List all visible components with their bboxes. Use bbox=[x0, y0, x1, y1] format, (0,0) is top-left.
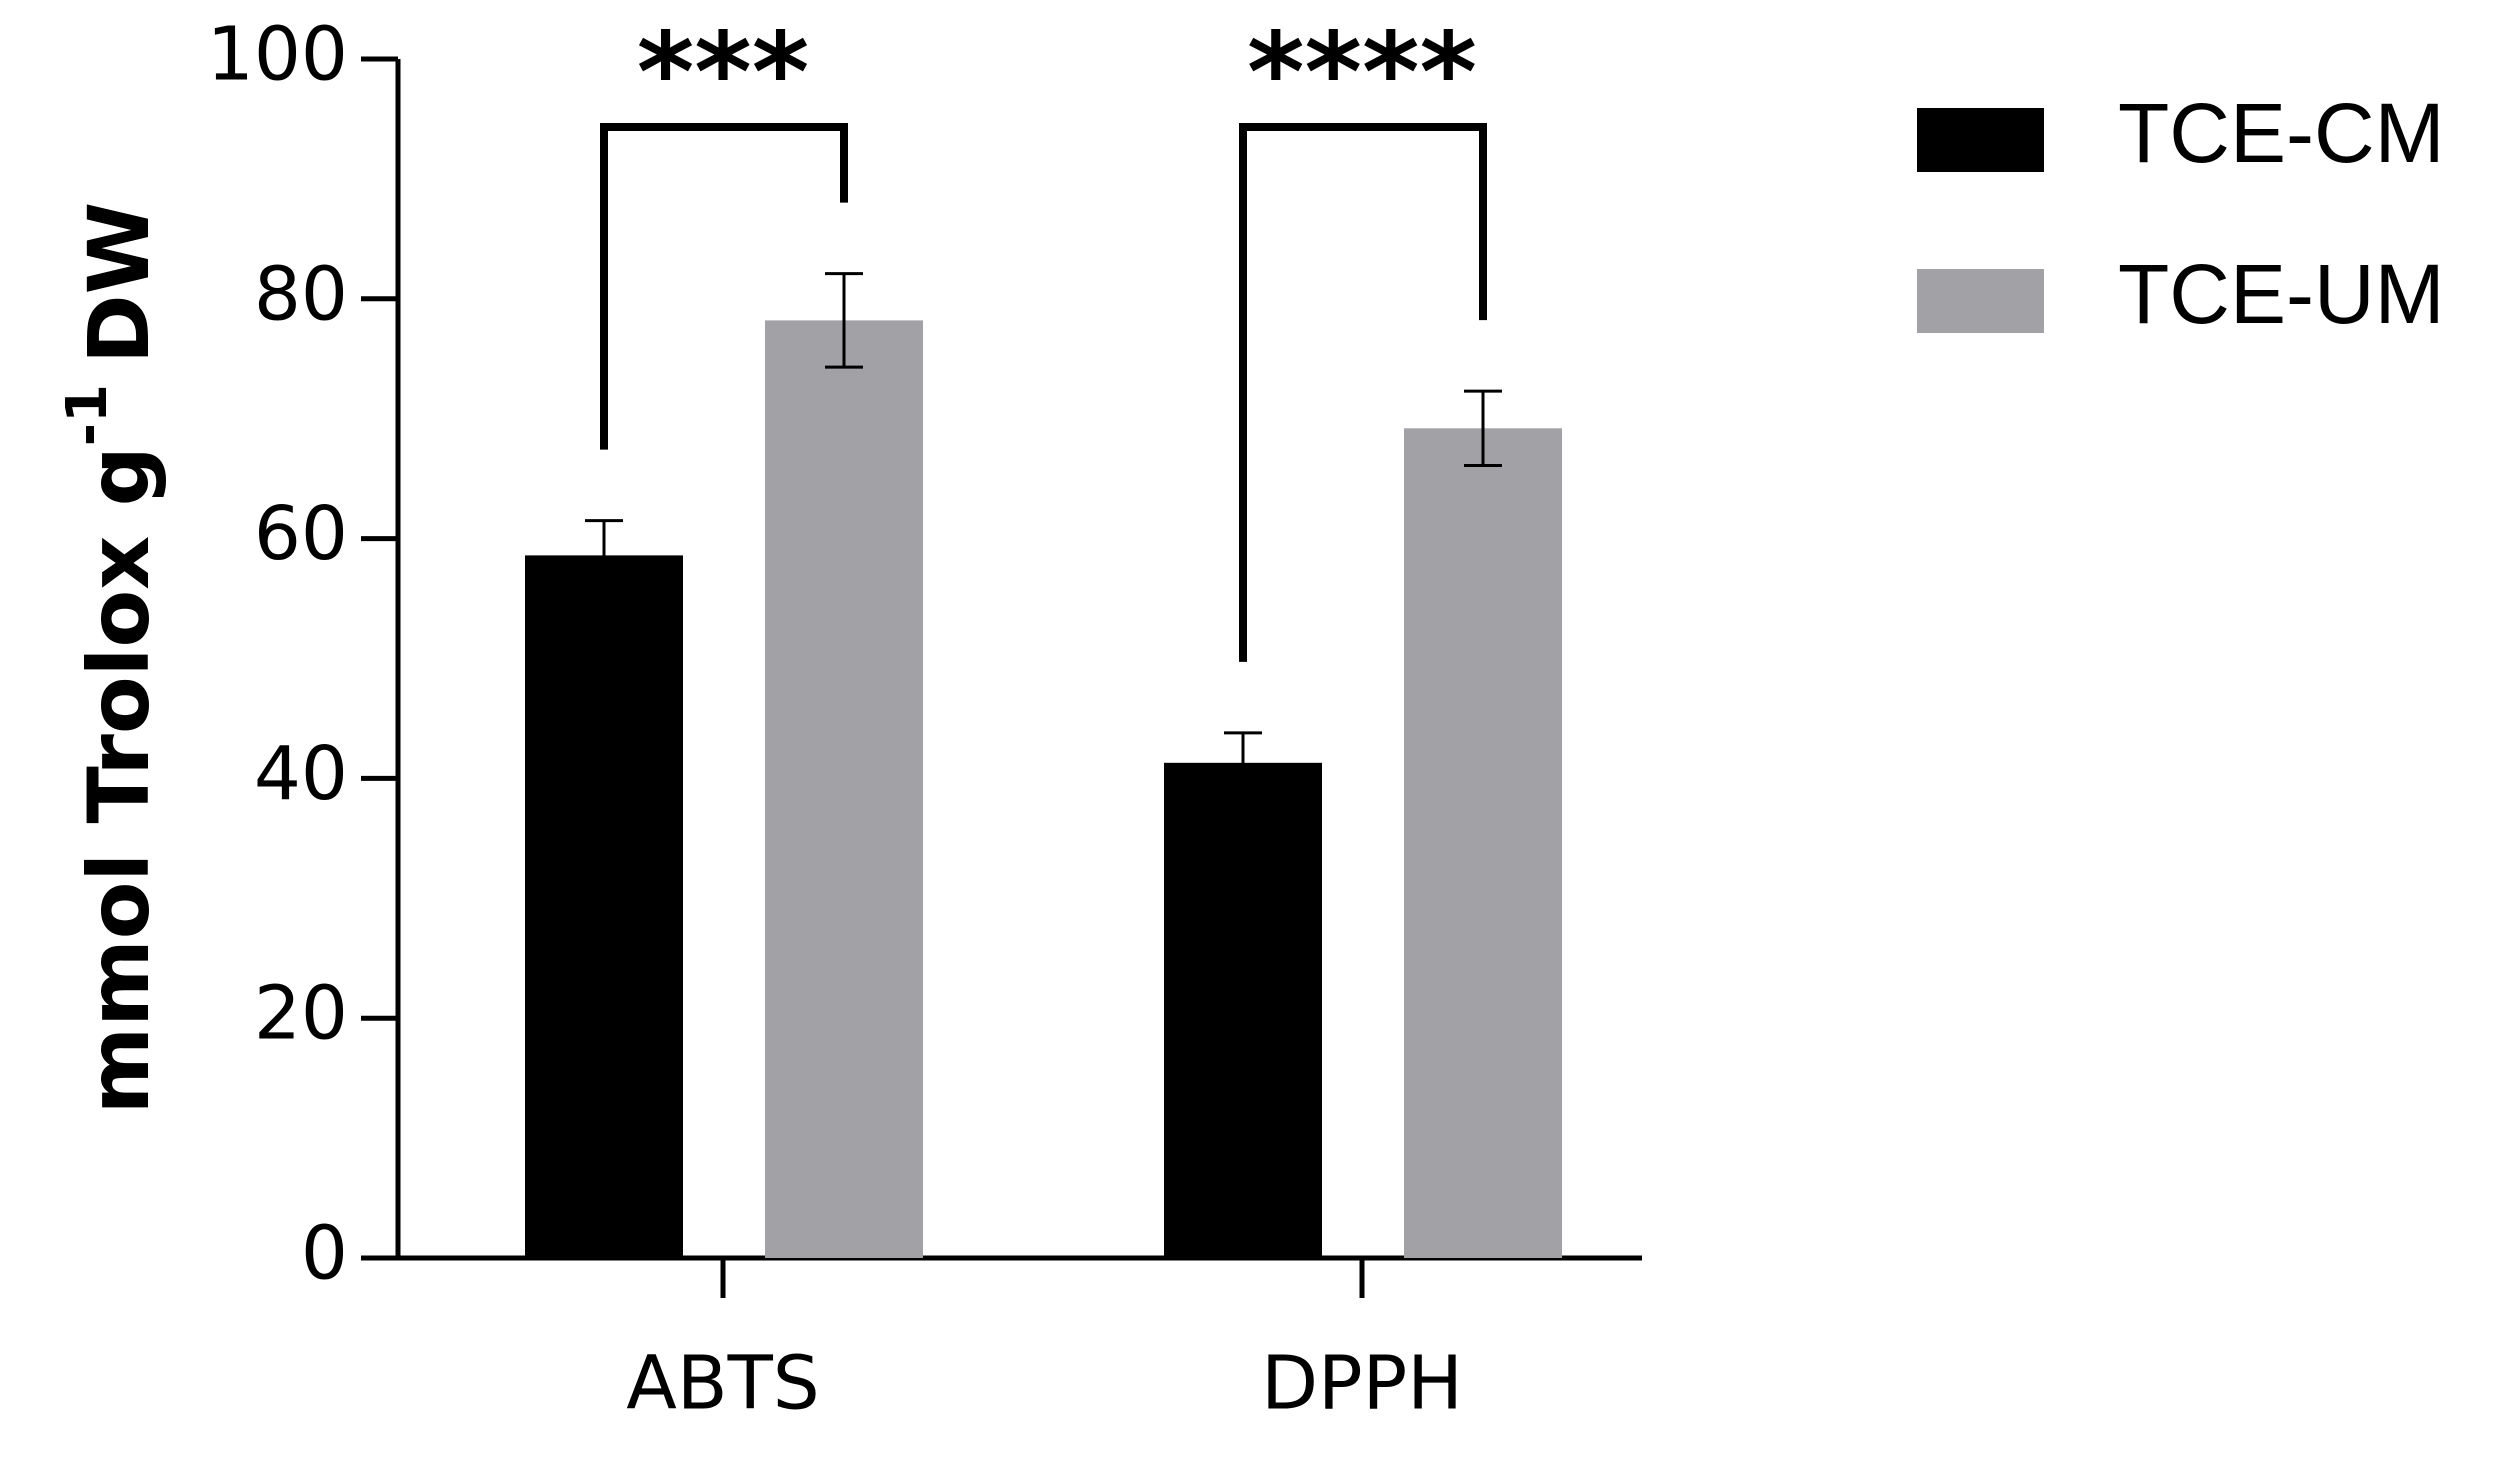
legend-label: TCE-UM bbox=[2118, 247, 2445, 341]
significance-bracket bbox=[600, 123, 848, 450]
y-label-unit: DW bbox=[70, 202, 168, 364]
bar bbox=[525, 555, 683, 1258]
legend-swatch bbox=[1917, 108, 2044, 172]
y-label-sup: -1 bbox=[55, 384, 120, 446]
y-tick-label: 20 bbox=[254, 971, 348, 1057]
y-tick-label: 60 bbox=[254, 491, 348, 577]
y-tick-label: 40 bbox=[254, 731, 348, 817]
y-axis-label: mmol Trolox g-1 DW bbox=[55, 202, 168, 1115]
x-tick-label: DPPH bbox=[1261, 1341, 1463, 1427]
bar bbox=[1164, 762, 1322, 1258]
y-tick-label: 0 bbox=[301, 1211, 348, 1297]
bar bbox=[1404, 428, 1562, 1258]
y-label-text: mmol Trolox g bbox=[70, 446, 168, 1114]
bar bbox=[765, 320, 923, 1259]
y-tick-label: 100 bbox=[207, 12, 348, 98]
legend-label: TCE-CM bbox=[2118, 86, 2445, 180]
y-tick-label: 80 bbox=[254, 251, 348, 337]
significance-label: *** bbox=[637, 8, 810, 136]
significance-bracket bbox=[1239, 123, 1487, 662]
legend-swatch bbox=[1917, 269, 2044, 333]
x-tick-label: ABTS bbox=[626, 1341, 820, 1427]
significance-label: **** bbox=[1247, 8, 1477, 136]
